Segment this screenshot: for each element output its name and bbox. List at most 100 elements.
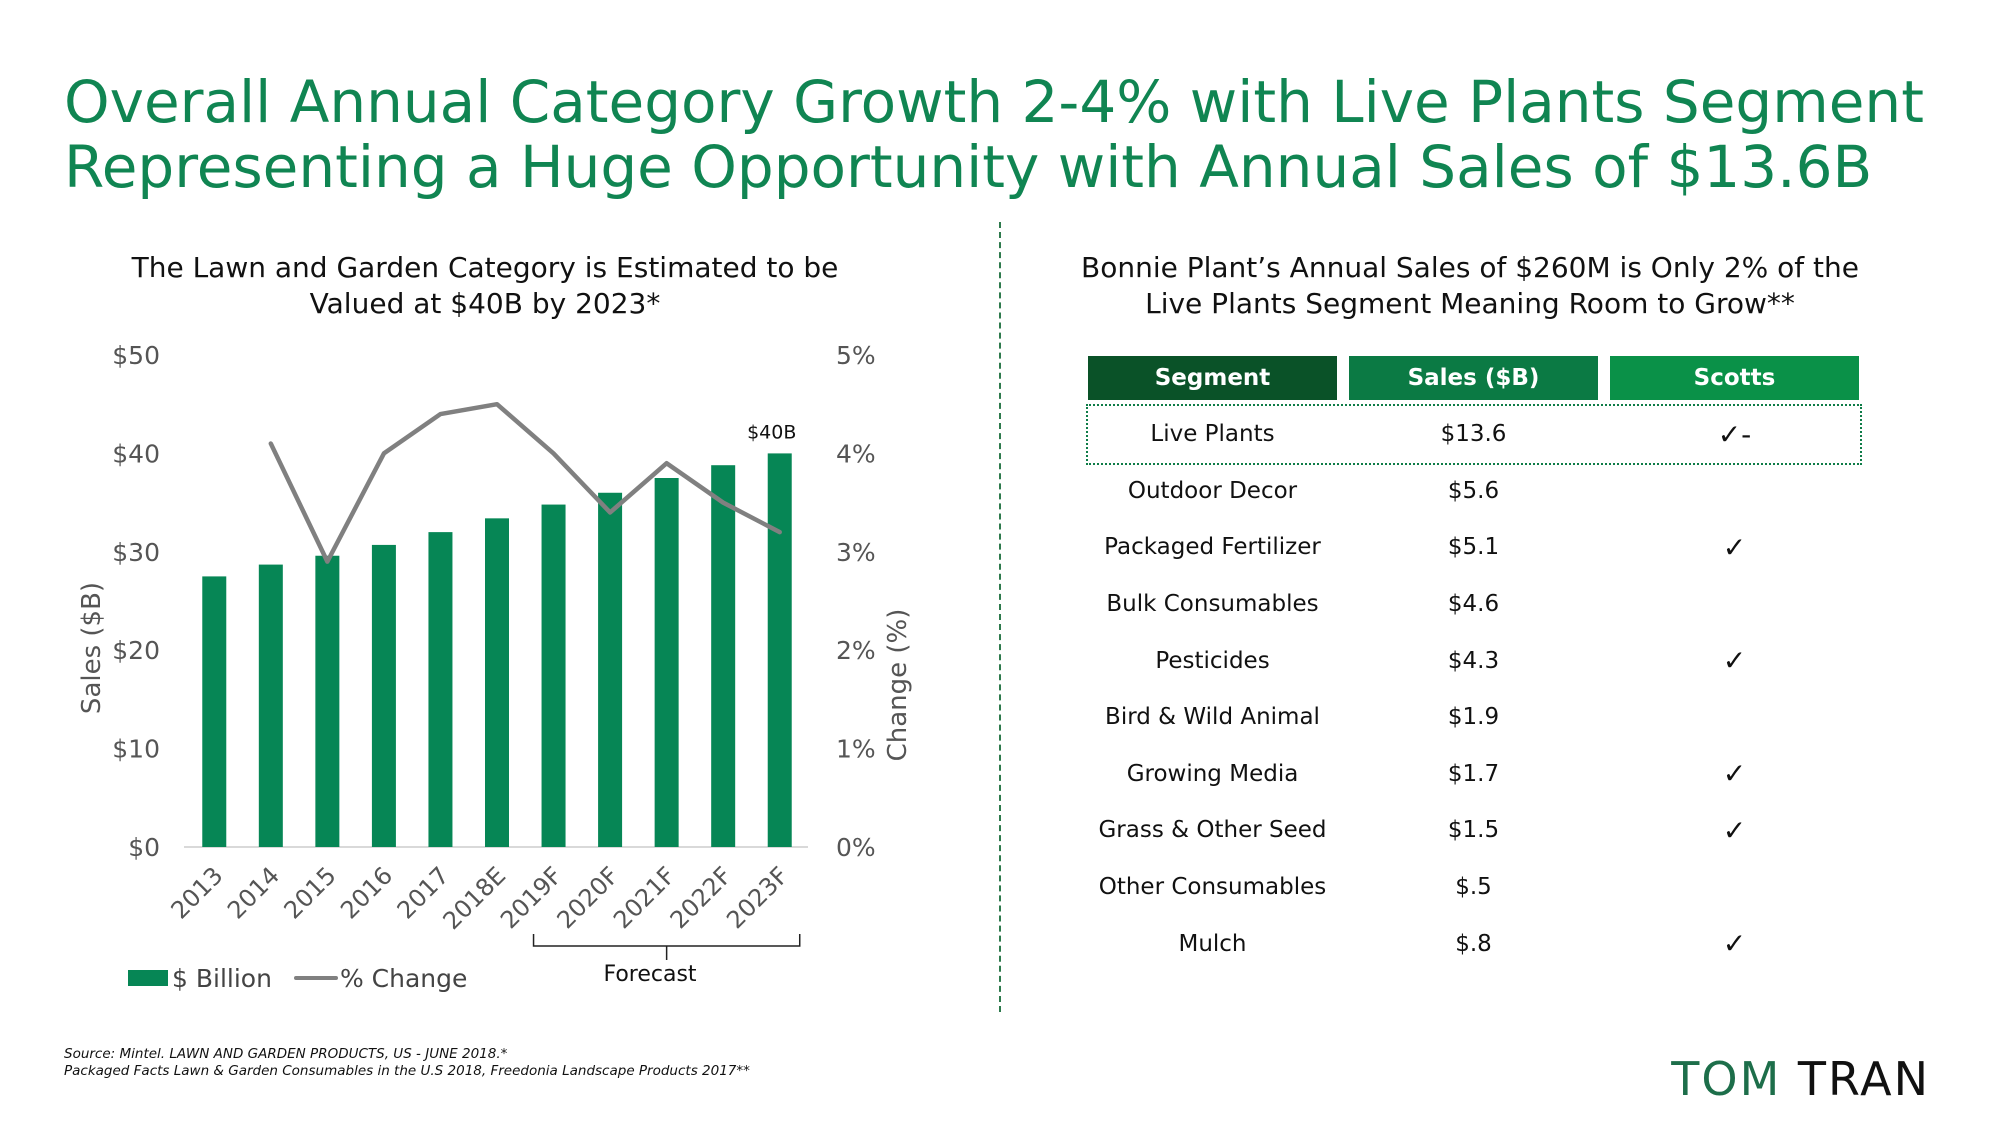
table-row: Growing Media $1.7 ✓ — [1088, 746, 1860, 803]
table-subtitle-line-1: Bonnie Plant’s Annual Sales of $260M is … — [1081, 251, 1859, 284]
cell-sales: $4.3 — [1447, 647, 1500, 674]
bar — [202, 576, 227, 847]
bar — [711, 465, 736, 847]
table-subtitle: Bonnie Plant’s Annual Sales of $260M is … — [1060, 250, 1880, 322]
y2-tick-label: 4% — [836, 439, 876, 468]
y-tick-label: $20 — [112, 636, 160, 665]
table-row: Packaged Fertilizer $5.1 ✓ — [1088, 519, 1860, 576]
cell-sales: $.8 — [1455, 930, 1492, 957]
bar — [541, 504, 566, 847]
legend-line-label: % Change — [339, 963, 468, 993]
brand-first: TOM — [1671, 1052, 1782, 1106]
cell-scotts: ✓ — [1722, 927, 1747, 961]
y2-tick-label: 5% — [836, 341, 876, 370]
legend-bar-label: $ Billion — [172, 963, 272, 993]
y-axis-title: Sales ($B) — [77, 582, 107, 714]
cell-sales: $1.9 — [1447, 704, 1500, 731]
forecast-label: Forecast — [603, 962, 697, 987]
cell-segment: Outdoor Decor — [1127, 477, 1298, 504]
x-tick-label: 2015 — [279, 861, 342, 924]
y-tick-label: $40 — [112, 439, 160, 468]
section-divider — [999, 222, 1001, 1012]
cell-scotts: ✓ — [1722, 813, 1747, 847]
bar — [654, 478, 679, 847]
x-tick-label: 2022F — [665, 861, 738, 934]
y2-tick-label: 0% — [836, 833, 876, 862]
bar — [485, 518, 509, 847]
brand-logo: TOM TRAN — [1671, 1052, 1930, 1106]
cell-segment: Growing Media — [1126, 760, 1299, 787]
chart-subtitle-line-1: The Lawn and Garden Category is Estimate… — [131, 251, 839, 284]
slide-title: Overall Annual Category Growth 2-4% with… — [64, 70, 1944, 200]
percent-change-line — [268, 401, 782, 564]
cell-segment: Pesticides — [1155, 647, 1270, 674]
table-row: Mulch $.8 ✓ — [1088, 915, 1860, 972]
cell-sales: $1.7 — [1447, 760, 1500, 787]
bar — [598, 492, 623, 847]
table-row: Bird & Wild Animal $1.9 — [1088, 689, 1860, 746]
chart-legend: $ Billion % Change — [128, 960, 467, 996]
y2-tick-label: 1% — [836, 735, 876, 764]
table-row: Outdoor Decor $5.6 — [1088, 463, 1860, 520]
slide-title-line-1: Overall Annual Category Growth 2-4% with… — [64, 68, 1924, 136]
cell-segment: Grass & Other Seed — [1098, 817, 1327, 844]
cell-sales: $13.6 — [1440, 421, 1507, 448]
table-body: Live Plants $13.6 ✓- Outdoor Decor $5.6 Packa… — [1086, 404, 1862, 972]
y2-tick-label: 2% — [836, 636, 876, 665]
y-tick-label: $30 — [112, 538, 160, 567]
y-tick-label: $50 — [112, 341, 160, 370]
x-tick-label: 2014 — [222, 861, 285, 924]
source-line-2: Packaged Facts Lawn & Garden Consumables… — [64, 1063, 750, 1079]
x-tick-label: 2018E — [438, 861, 512, 935]
sales-chart: $0 $10 $20 $30 $40 $50 0% 1% 2% 3% 4% 5% Sales ($B) C… — [77, 341, 913, 960]
cell-segment: Mulch — [1178, 930, 1247, 957]
chart-subtitle: The Lawn and Garden Category is Estimate… — [110, 250, 860, 322]
x-tick-label: 2019F — [495, 861, 568, 934]
header-sales: Sales ($B) — [1349, 356, 1598, 400]
header-scotts: Scotts — [1610, 356, 1859, 400]
bar — [767, 453, 792, 847]
cell-segment: Live Plants — [1150, 421, 1275, 448]
x-tick-label: 2021F — [608, 861, 681, 934]
cell-segment: Other Consumables — [1098, 874, 1327, 901]
segment-table: Segment Sales ($B) Scotts Live Plants $13… — [1086, 356, 1862, 972]
cell-sales: $5.6 — [1447, 477, 1500, 504]
slide-title-line-2: Representing a Huge Opportunity with Ann… — [64, 133, 1873, 201]
header-segment: Segment — [1088, 356, 1337, 400]
x-tick-label: 2020F — [552, 861, 625, 934]
table-row: Grass & Other Seed $1.5 ✓ — [1088, 802, 1860, 859]
bar — [315, 555, 340, 847]
cell-segment: Bulk Consumables — [1106, 591, 1319, 618]
source-note: Source: Mintel. LAWN AND GARDEN PRODUCTS… — [64, 1046, 750, 1080]
cell-sales: $4.6 — [1447, 591, 1500, 618]
bar — [428, 532, 453, 847]
data-label: $40B — [747, 421, 796, 443]
cell-sales: $5.1 — [1447, 534, 1500, 561]
y-tick-label: $10 — [112, 735, 160, 764]
cell-scotts: ✓ — [1722, 530, 1747, 564]
table-subtitle-line-2: Live Plants Segment Meaning Room to Grow… — [1145, 287, 1795, 320]
cell-segment: Bird & Wild Animal — [1105, 704, 1320, 731]
x-tick-label: 2013 — [166, 861, 229, 924]
x-tick-label: 2023F — [721, 861, 794, 934]
cell-sales: $.5 — [1455, 874, 1492, 901]
cell-scotts: ✓ — [1722, 757, 1747, 791]
cell-scotts: ✓ — [1722, 644, 1747, 678]
table-row: Bulk Consumables $4.6 — [1088, 576, 1860, 633]
legend-bar-swatch — [128, 970, 168, 986]
table-row: Pesticides $4.3 ✓ — [1088, 632, 1860, 689]
chart-subtitle-line-2: Valued at $40B by 2023* — [309, 287, 661, 320]
bar — [258, 564, 283, 847]
cell-scotts: ✓- — [1717, 417, 1752, 451]
y-tick-label: $0 — [128, 833, 160, 862]
forecast-bracket — [532, 934, 801, 960]
brand-last: TRAN — [1797, 1052, 1930, 1106]
bar — [371, 544, 396, 847]
source-line-1: Source: Mintel. LAWN AND GARDEN PRODUCTS… — [64, 1046, 508, 1062]
table-row: Live Plants $13.6 ✓- — [1086, 404, 1862, 465]
table-row: Other Consumables $.5 — [1088, 859, 1860, 916]
cell-segment: Packaged Fertilizer — [1104, 534, 1321, 561]
cell-sales: $1.5 — [1447, 817, 1500, 844]
legend-line-swatch — [293, 976, 338, 980]
table-header: Segment Sales ($B) Scotts — [1088, 356, 1860, 400]
